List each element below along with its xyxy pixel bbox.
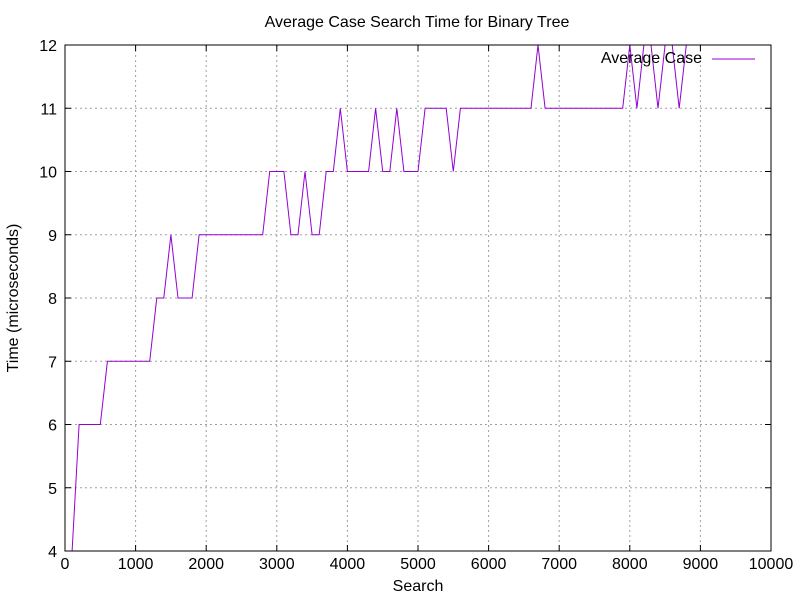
x-tick-label: 0 [61, 556, 70, 573]
x-tick-label: 1000 [118, 556, 154, 573]
legend-label: Average Case [601, 50, 702, 67]
x-tick-label: 3000 [259, 556, 295, 573]
chart-title: Average Case Search Time for Binary Tree [265, 14, 570, 31]
y-tick-label: 11 [40, 101, 57, 118]
x-tick-label: 10000 [749, 556, 794, 573]
plot-frame [64, 44, 772, 552]
x-tick-label: 5000 [400, 556, 436, 573]
y-tick-label: 5 [48, 481, 57, 498]
grid-layer [65, 45, 771, 551]
x-tick-label: 8000 [612, 556, 648, 573]
y-tick-label: 10 [39, 165, 57, 182]
x-tick-label: 4000 [330, 556, 366, 573]
x-tick-label: 9000 [683, 556, 719, 573]
y-tick-label: 7 [48, 354, 57, 371]
legend: Average Case [601, 50, 755, 67]
x-tick-label: 6000 [471, 556, 507, 573]
series-layer [71, 45, 687, 551]
y-axis-label: Time (microseconds) [5, 224, 22, 373]
x-tick-label: 7000 [541, 556, 577, 573]
x-axis-label: Search [393, 578, 444, 595]
y-tick-label: 6 [48, 418, 57, 435]
ticks-layer: 0 1000 2000 3000 4000 5000 6000 7000 8000 9000 100… [39, 38, 793, 573]
y-tick-label: 12 [39, 38, 57, 55]
y-tick-label: 8 [48, 291, 57, 308]
y-tick-label: 4 [48, 544, 57, 561]
x-tick-label: 2000 [188, 556, 224, 573]
series-line-average-case [71, 45, 687, 551]
y-tick-label: 9 [48, 228, 57, 245]
